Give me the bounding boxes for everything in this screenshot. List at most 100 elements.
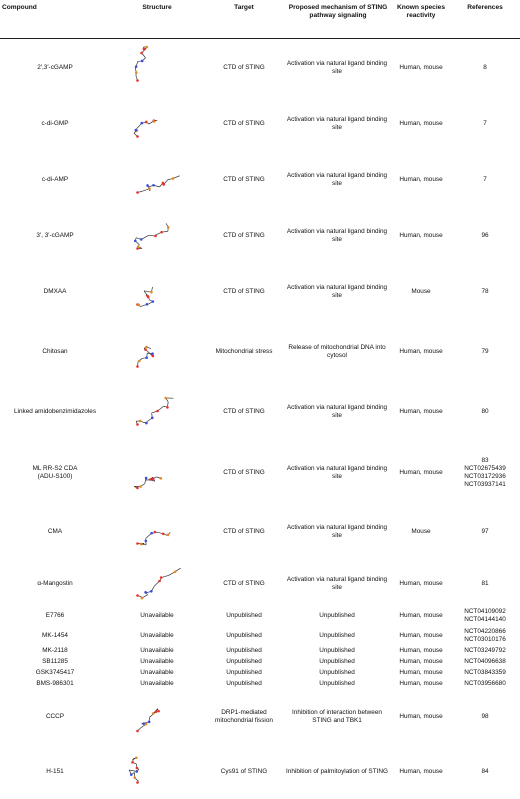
compound-cell: BMS-986301: [0, 678, 110, 689]
header-compound: Compound: [2, 4, 37, 11]
target-cell-text: CTD of STING: [223, 528, 265, 535]
references-cell: 79: [452, 320, 518, 384]
atom: [145, 356, 148, 359]
species-cell: Human, mouse: [392, 667, 450, 678]
references-cell-text: 78: [481, 288, 489, 295]
compound-cell: ML RR-S2 CDA (ADU-S100): [0, 440, 110, 506]
structure-cell: Unavailable: [112, 667, 202, 678]
references-cell-text: 81: [481, 580, 489, 587]
atom: [159, 576, 163, 579]
header-references: References: [467, 4, 503, 11]
header-rule: [0, 38, 520, 39]
structure-cell: Unavailable: [112, 645, 202, 656]
atom: [146, 184, 149, 187]
target-cell: DRP1-mediated mitochondrial fission: [206, 686, 282, 748]
references-cell-text: 97: [481, 528, 489, 535]
target-cell: CTD of STING: [206, 558, 282, 610]
atom: [156, 409, 159, 413]
compound-cell-text: DMXAA: [43, 288, 67, 295]
atom: [136, 245, 140, 249]
references-cell-text: 80: [481, 408, 489, 415]
references-cell-text: NCT04220866 NCT03010176: [464, 628, 506, 643]
molecule-structure-image: [133, 476, 163, 490]
mechanism-cell: Activation via natural ligand binding si…: [284, 96, 390, 152]
references-cell: NCT03249792: [452, 645, 518, 656]
header-mechanism: Proposed mechanism of STING pathway sign…: [288, 4, 388, 19]
compound-cell: H-151: [0, 748, 110, 796]
atom: [138, 419, 142, 423]
table-row: α-Mangostin CTD of STING Activation via na…: [0, 558, 520, 610]
atom: [144, 348, 147, 351]
mechanism-cell: Unpublished: [284, 645, 390, 656]
table-row: ML RR-S2 CDA (ADU-S100) CTD of STING Activ…: [0, 440, 520, 506]
mechanism-cell: Activation via natural ligand binding si…: [284, 440, 390, 506]
table-row: E7766 Unavailable Unpublished Unpublished Hu…: [0, 606, 520, 626]
references-cell-text: 79: [481, 348, 489, 355]
target-cell-text: Unpublished: [226, 646, 262, 654]
atom: [152, 120, 156, 123]
atom: [151, 712, 155, 715]
structure-cell: Unavailable: [112, 606, 202, 626]
species-cell-text: Human, mouse: [399, 612, 443, 619]
species-cell-text: Human, mouse: [399, 176, 443, 183]
species-cell-text: Human, mouse: [399, 408, 443, 415]
compound-cell: MK-1454: [0, 626, 110, 646]
atom: [161, 532, 165, 536]
target-cell-text: DRP1-mediated mitochondrial fission: [215, 709, 273, 724]
atom: [166, 406, 169, 409]
bond: [141, 235, 149, 240]
compound-cell: SB11285: [0, 656, 110, 667]
compound-cell-text: E7766: [45, 612, 65, 619]
references-cell: 96: [452, 208, 518, 264]
compound-cell: MK-2118: [0, 645, 110, 656]
species-cell: Human, mouse: [392, 606, 450, 626]
atom: [154, 710, 158, 713]
references-cell-text: NCT03843359: [464, 668, 506, 676]
atom: [136, 135, 139, 138]
table-row: CMA CTD of STING Activation via natural li…: [0, 506, 520, 558]
references-cell-text: 84: [481, 768, 489, 775]
target-cell: CTD of STING: [206, 506, 282, 558]
atom: [136, 423, 139, 426]
atom: [129, 773, 133, 776]
atom: [136, 729, 139, 733]
references-cell-text: NCT03956680: [464, 679, 506, 687]
mechanism-cell: Activation via natural ligand binding si…: [284, 558, 390, 610]
species-cell: Human, mouse: [392, 678, 450, 689]
target-cell-text: CTD of STING: [223, 232, 265, 239]
references-cell-text: 7: [483, 176, 487, 183]
atom: [139, 485, 142, 488]
atom: [133, 239, 137, 243]
atom: [131, 761, 134, 764]
atom: [142, 722, 145, 725]
table-row: 2′,3′-cGAMP CTD of STING Activation via na…: [0, 40, 520, 96]
references-cell-text: NCT03249792: [464, 646, 506, 654]
species-cell: Human, mouse: [392, 558, 450, 610]
species-cell-text: Human, mouse: [399, 632, 443, 639]
atom: [150, 290, 153, 294]
atom: [152, 183, 155, 187]
atom: [151, 354, 155, 358]
atom: [144, 476, 148, 480]
atom: [134, 65, 138, 68]
species-cell-text: Human, mouse: [399, 120, 443, 127]
molecule-structure-image: [136, 175, 180, 194]
mechanism-cell-text: Inhibition of palmitoylation of STING: [286, 768, 388, 775]
compound-cell: 3′, 3′-cGAMP: [0, 208, 110, 264]
species-cell: Human, mouse: [392, 626, 450, 646]
species-cell-text: Human, mouse: [399, 679, 443, 687]
species-cell: Human, mouse: [392, 748, 450, 796]
species-cell: Mouse: [392, 506, 450, 558]
species-cell-text: Mouse: [411, 528, 431, 535]
mechanism-cell-text: Activation via natural ligand binding si…: [286, 228, 388, 243]
target-cell-text: Unpublished: [226, 632, 262, 639]
bond: [145, 532, 152, 539]
atom: [157, 709, 160, 713]
bond: [157, 405, 165, 412]
atom: [136, 594, 139, 597]
atom: [135, 766, 139, 770]
molecule-structure-image: [136, 286, 155, 307]
target-cell-text: Unpublished: [226, 612, 262, 619]
mechanism-cell: Activation via natural ligand binding si…: [284, 152, 390, 208]
species-cell: Human, mouse: [392, 208, 450, 264]
